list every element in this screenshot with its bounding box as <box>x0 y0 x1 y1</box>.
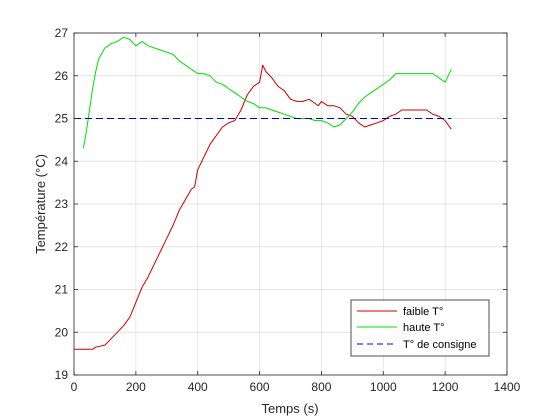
x-tick-label: 1400 <box>494 380 521 394</box>
y-tick-label: 24 <box>55 154 69 168</box>
legend-label-haute: haute T° <box>403 322 445 334</box>
x-tick-label: 200 <box>126 380 146 394</box>
y-tick-label: 21 <box>55 283 69 297</box>
x-axis-label: Temps (s) <box>261 401 318 416</box>
x-tick-label: 0 <box>71 380 78 394</box>
x-tick-label: 400 <box>188 380 208 394</box>
y-tick-label: 25 <box>55 112 69 126</box>
x-tick-label: 1200 <box>432 380 459 394</box>
y-tick-label: 26 <box>55 69 69 83</box>
y-tick-label: 20 <box>55 325 69 339</box>
legend-label-faible: faible T° <box>403 306 443 318</box>
x-tick-label: 600 <box>250 380 270 394</box>
y-tick-label: 27 <box>55 26 69 40</box>
y-tick-label: 23 <box>55 197 69 211</box>
legend-label-consigne: T° de consigne <box>403 339 477 351</box>
y-tick-label: 19 <box>55 368 69 382</box>
legend: faible T° haute T° T° de consigne <box>351 300 489 356</box>
x-tick-label: 800 <box>311 380 331 394</box>
x-tick-label: 1000 <box>370 380 397 394</box>
y-tick-label: 22 <box>55 240 69 254</box>
y-axis-label: Température (°C) <box>33 154 48 254</box>
